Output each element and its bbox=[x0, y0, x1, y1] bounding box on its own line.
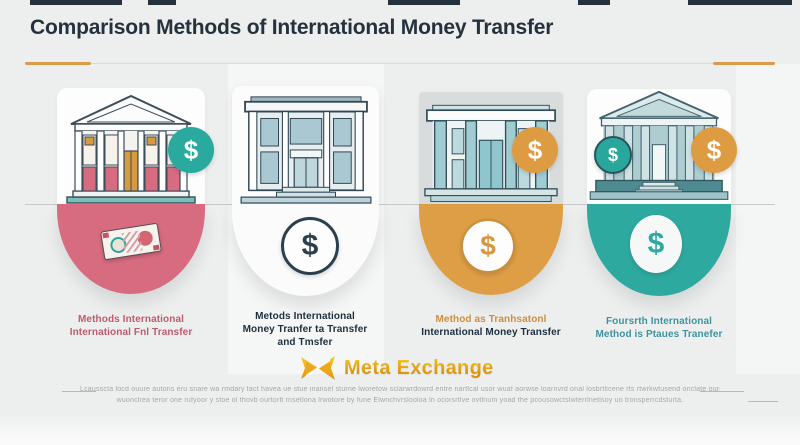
method-label-line: Money Tranfer ta Transfer bbox=[242, 324, 368, 335]
method-label-line: Methods International bbox=[78, 314, 184, 325]
method-label-line: Metods International bbox=[255, 311, 355, 322]
bank-illustration-modern-blue bbox=[240, 96, 371, 204]
banknote-corner bbox=[102, 232, 110, 239]
footer-dash-left bbox=[62, 391, 96, 392]
dollar-sign: $ bbox=[480, 230, 496, 261]
footer-disclaimer-line1: Lcausscta locd ouure autons eru snare wa… bbox=[80, 386, 720, 393]
dollar-coin-white-orange: $ bbox=[461, 219, 515, 273]
title-divider-accent-left bbox=[25, 62, 91, 65]
dollar-coin-white-teal: $ bbox=[630, 215, 682, 273]
banknote-corner bbox=[152, 244, 160, 251]
method-label-line: Method is Ptaues Tranefer bbox=[595, 329, 723, 340]
background-band bbox=[736, 64, 800, 374]
title-divider bbox=[25, 63, 775, 64]
method-card-2 bbox=[232, 86, 379, 205]
top-border-dash bbox=[578, 0, 610, 5]
method-label-line: International Money Transfer bbox=[421, 327, 561, 338]
footer-disclaimer-line2: wuonclrea teror one rufyoor y stoe ol th… bbox=[116, 397, 684, 404]
top-border-dash bbox=[148, 0, 176, 5]
method-label-line: Foursrth International bbox=[605, 316, 713, 327]
bottom-fade bbox=[0, 413, 800, 445]
footer-dash-right bbox=[700, 391, 744, 392]
title-divider-accent-right bbox=[713, 62, 775, 65]
dollar-coin-teal: $ bbox=[168, 127, 214, 173]
dollar-coin-orange: $ bbox=[691, 127, 737, 173]
dollar-sign: $ bbox=[301, 229, 319, 262]
method-label-4: Foursrth International Method is Ptaues … bbox=[567, 315, 751, 341]
method-label-3: Method as Tranhsatonl International Mone… bbox=[399, 313, 583, 339]
dollar-sign: $ bbox=[527, 134, 543, 165]
method-label-1: Methods International International Fnl … bbox=[39, 313, 223, 339]
method-label-line: and Tmsfer bbox=[277, 337, 333, 348]
dollar-coin-orange: $ bbox=[512, 127, 558, 173]
method-label-2: Metods International Money Tranfer ta Tr… bbox=[213, 310, 397, 349]
brand-logo: Meta Exchange bbox=[299, 354, 494, 382]
footer-dash-right-lower bbox=[748, 401, 778, 402]
dollar-sign: $ bbox=[183, 134, 199, 165]
page-title: Comparison Methods of International Mone… bbox=[30, 16, 554, 39]
top-border-dash bbox=[688, 0, 792, 5]
meta-exchange-logo-icon bbox=[301, 356, 335, 380]
baseline-rule bbox=[25, 204, 775, 205]
dollar-sign: $ bbox=[607, 144, 618, 165]
method-label-line: International Fnl Transfer bbox=[69, 327, 193, 338]
top-border-dash bbox=[388, 0, 460, 5]
top-border-dash bbox=[30, 0, 122, 5]
brand-logo-text: Meta Exchange bbox=[344, 356, 494, 379]
dollar-sign: $ bbox=[647, 227, 665, 260]
method-label-line: Method as Tranhsatonl bbox=[435, 314, 547, 325]
banknote-pattern bbox=[121, 230, 143, 254]
dollar-sign: $ bbox=[706, 134, 722, 165]
dollar-coin-outline: $ bbox=[281, 217, 339, 275]
dollar-coin-teal-small: $ bbox=[594, 136, 632, 174]
